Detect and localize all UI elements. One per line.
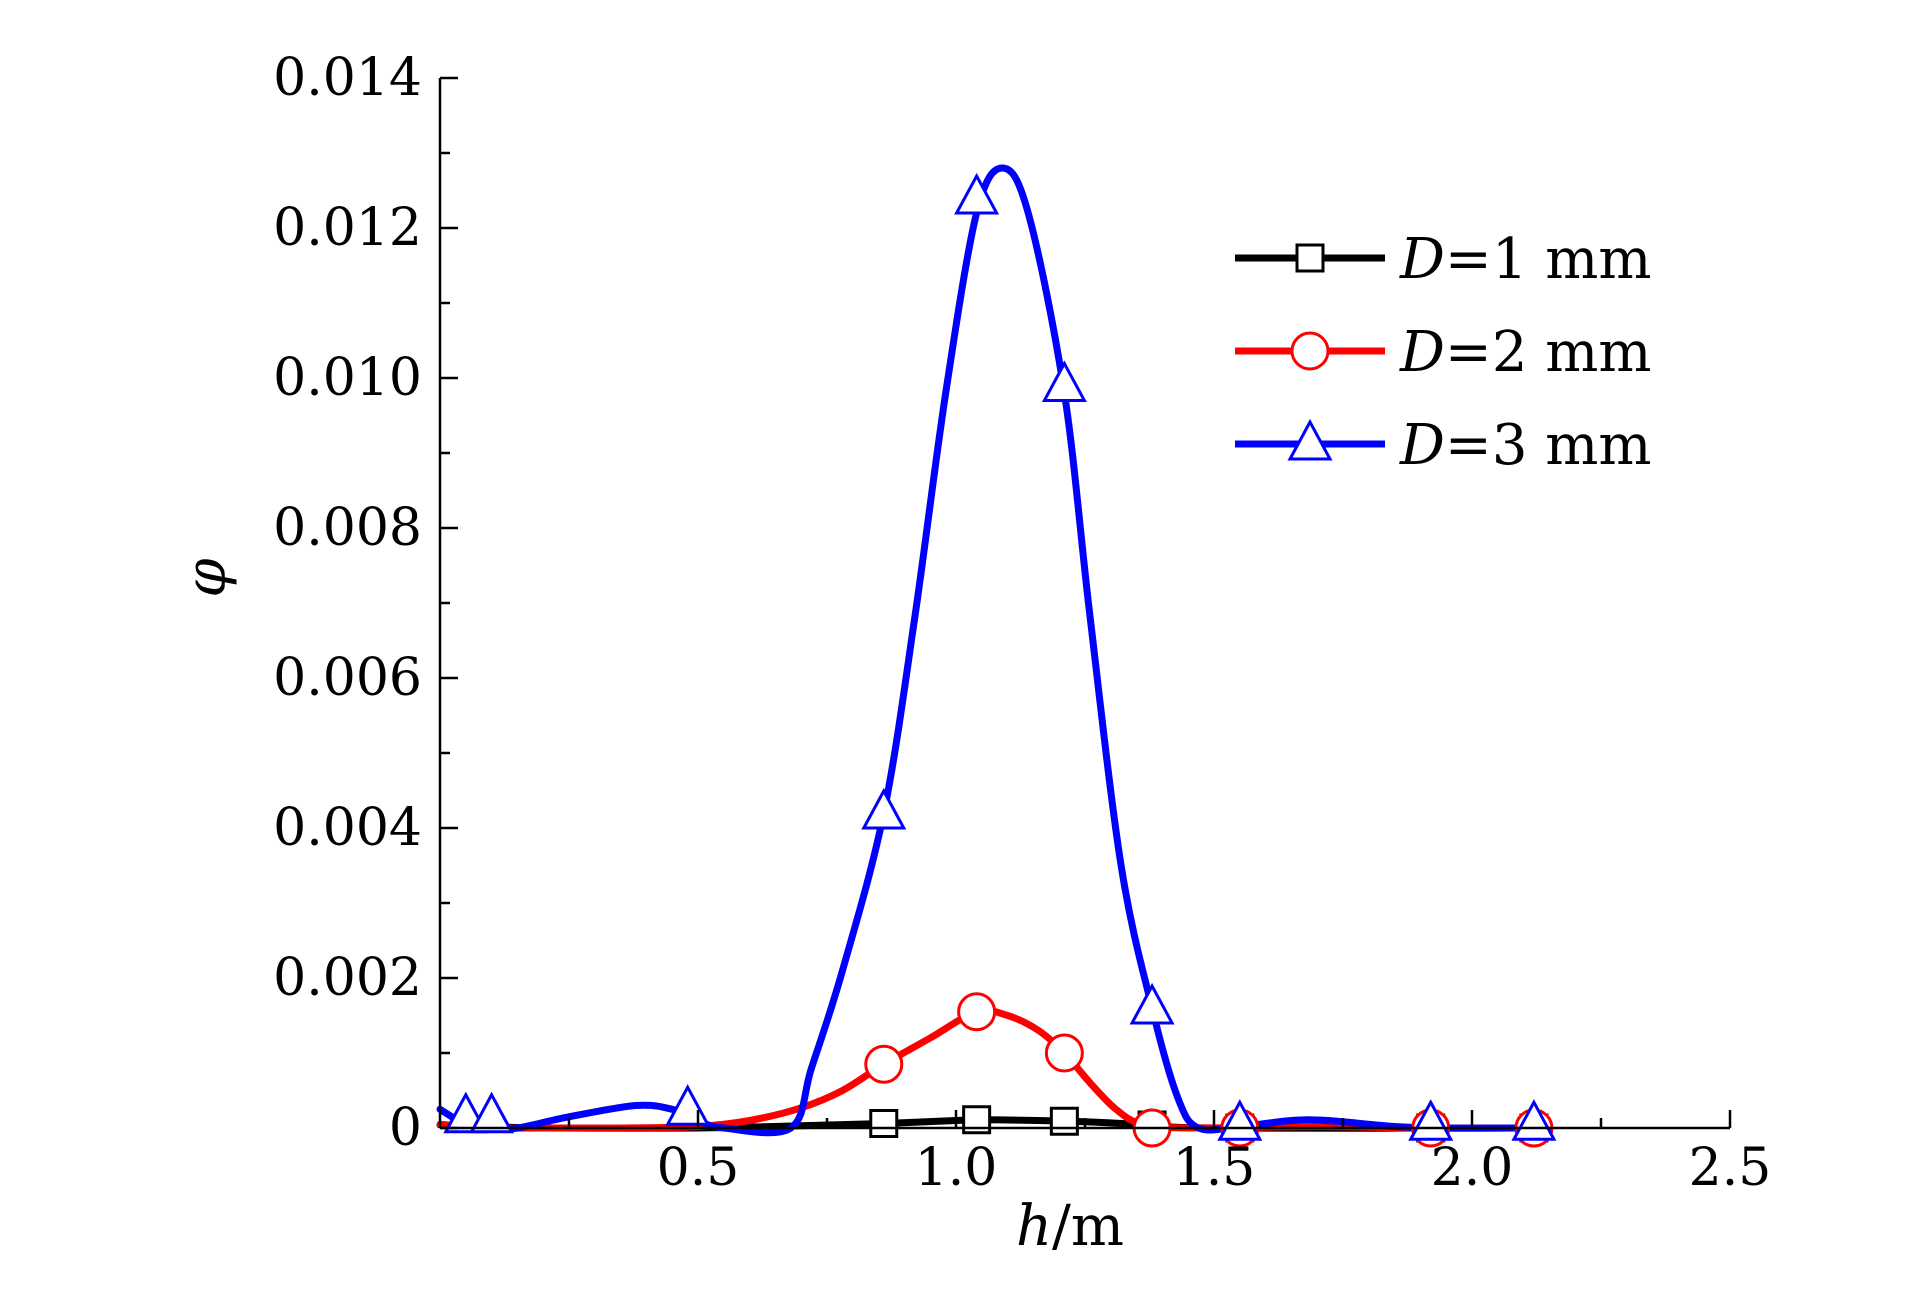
data-point-circle [864, 1044, 904, 1084]
legend-label: D=3 mm [1399, 413, 1651, 478]
legend-item: D=2 mm [1235, 320, 1651, 385]
data-point-triangle [1041, 360, 1087, 402]
x-axis-unit: /m [1052, 1194, 1124, 1259]
data-point-triangle [1408, 1099, 1454, 1141]
y-tick-label: 0.004 [273, 798, 422, 858]
legend-rest: =3 mm [1445, 413, 1652, 478]
data-point-triangle [665, 1084, 711, 1126]
legend-var: D [1399, 413, 1445, 478]
data-point-circle [957, 992, 997, 1032]
data-point-triangle [1217, 1099, 1263, 1141]
data-point-triangle [861, 787, 907, 830]
data-point-triangle [469, 1091, 515, 1134]
legend-label: D=2 mm [1399, 320, 1651, 385]
x-axis-var: h [1016, 1194, 1052, 1259]
legend-var: D [1399, 227, 1445, 292]
axes [438, 76, 1732, 1130]
legend: D=1 mmD=2 mmD=3 mm [1235, 227, 1651, 478]
x-axis-title: h/m [1016, 1194, 1124, 1259]
y-tick-label: 0.002 [273, 948, 422, 1008]
y-tick-label: 0.008 [273, 498, 422, 558]
legend-marker-circle [1290, 331, 1330, 371]
tick-labels: 0 0.002 0.004 0.006 0.008 0.010 0.012 0.014 0.5 1… [273, 48, 1771, 1198]
legend-label: D=1 mm [1399, 227, 1651, 292]
plot-markers [443, 172, 1557, 1148]
legend-rest: =2 mm [1445, 320, 1652, 385]
y-tick-label: 0.010 [273, 348, 422, 408]
y-tick-label: 0 [389, 1098, 422, 1158]
legend-marker-square [1295, 243, 1325, 273]
x-tick-label: 2.5 [1689, 1138, 1772, 1198]
x-tick-label: 0.5 [657, 1138, 740, 1198]
plot-lines [436, 164, 1538, 1137]
legend-marker-triangle [1287, 418, 1333, 461]
data-point-circle [1044, 1033, 1084, 1073]
legend-item: D=1 mm [1235, 227, 1651, 292]
legend-item: D=3 mm [1235, 413, 1651, 478]
data-point-triangle [1511, 1099, 1557, 1141]
y-tick-label: 0.006 [273, 648, 422, 708]
y-axis-title: φ [174, 558, 239, 597]
x-tick-label: 1.0 [915, 1138, 998, 1198]
data-point-triangle [1129, 982, 1175, 1025]
data-point-square [1049, 1106, 1079, 1136]
x-tick-label: 2.0 [1431, 1138, 1514, 1198]
x-tick-label: 1.5 [1173, 1138, 1256, 1198]
y-tick-label: 0.014 [273, 48, 422, 108]
legend-var: D [1399, 320, 1445, 385]
series-line-3 [436, 164, 1538, 1137]
data-point-triangle [954, 172, 1000, 215]
legend-rest: =1 mm [1445, 227, 1652, 292]
data-point-square [869, 1109, 899, 1138]
y-tick-label: 0.012 [273, 198, 422, 258]
